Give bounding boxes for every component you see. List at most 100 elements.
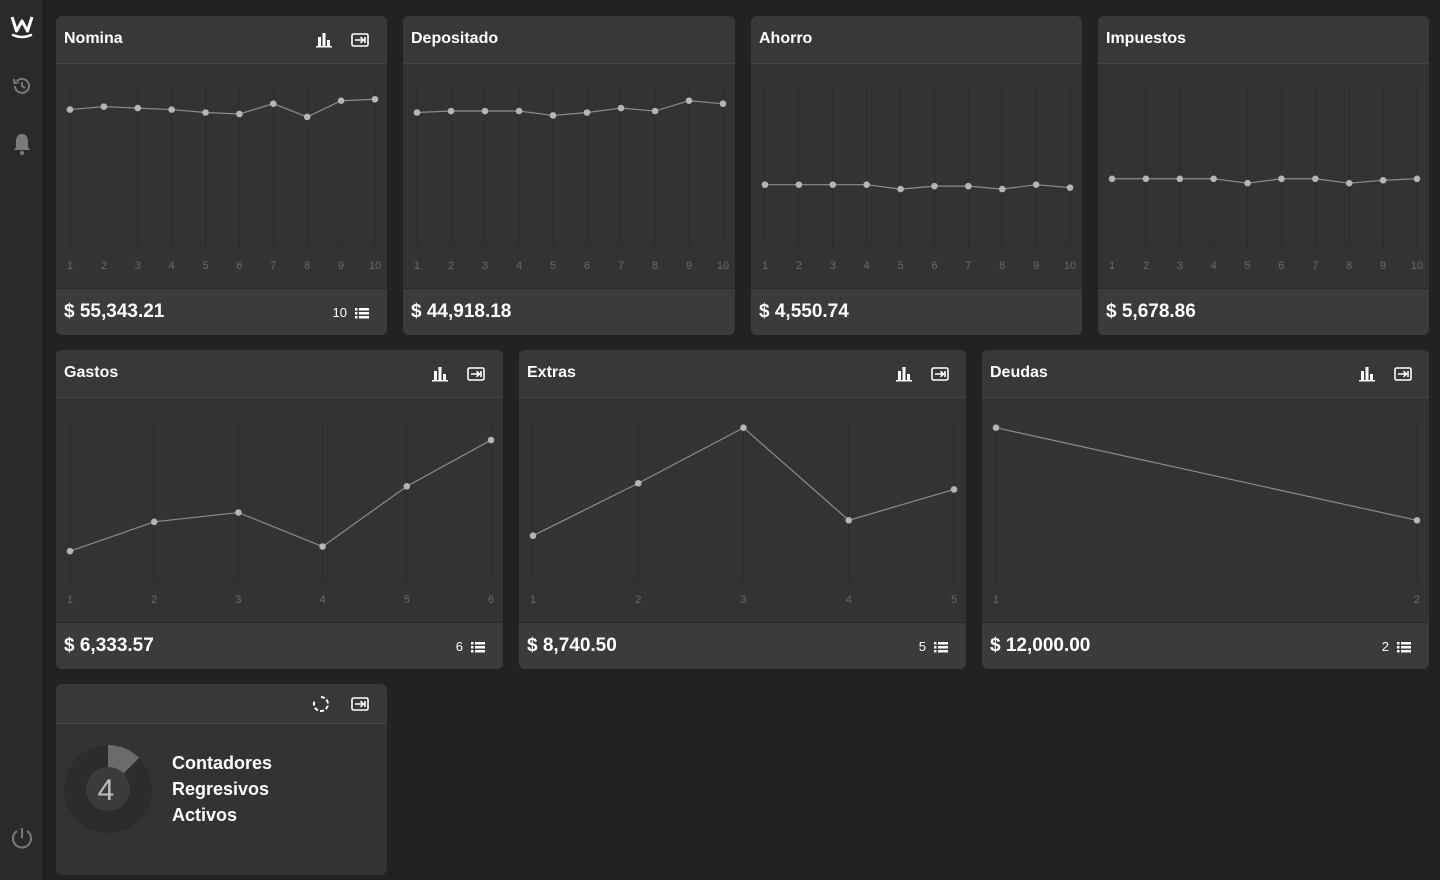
line-chart: 1 2 3 4 5 6 7 8 9 10	[751, 64, 1082, 288]
data-point	[992, 424, 1000, 432]
power-icon[interactable]	[0, 825, 44, 851]
data-point	[150, 518, 158, 526]
card-header: Impuestos	[1098, 16, 1429, 64]
data-point	[1244, 179, 1251, 187]
amount-value: $ 12,000.00	[990, 635, 1091, 656]
card-title: Ahorro	[759, 30, 813, 47]
card-nomina: Nomina 1 2 3 4 5 6 7 8 9 10 $ 55,343.21 10	[56, 16, 387, 335]
export-icon[interactable]	[930, 364, 950, 384]
data-point	[236, 110, 243, 118]
line-chart: 1 2 3 4 5 6 7 8 9 10	[1098, 64, 1429, 288]
data-point	[1210, 175, 1217, 183]
data-point	[719, 100, 727, 107]
x-tick-label: 8	[652, 260, 658, 272]
card-footer: $ 6,333.57 6	[56, 622, 503, 669]
bar-chart-icon[interactable]	[894, 364, 914, 384]
record-count[interactable]: 5	[919, 639, 948, 654]
data-point	[965, 182, 972, 190]
data-point	[1176, 175, 1184, 183]
data-point	[651, 107, 659, 115]
amount-value: $ 55,343.21	[64, 301, 165, 322]
record-count[interactable]: 10	[333, 305, 369, 320]
x-tick-label: 10	[1064, 260, 1076, 272]
card-title: Impuestos	[1106, 30, 1187, 47]
x-tick-label: 1	[67, 260, 73, 272]
w-logo-icon[interactable]	[0, 12, 44, 42]
card-footer: $ 4,550.74	[751, 288, 1082, 335]
data-point	[1278, 175, 1285, 183]
data-point	[66, 547, 74, 555]
bell-icon[interactable]	[0, 132, 44, 156]
amount-value: $ 44,918.18	[411, 301, 512, 322]
x-tick-label: 5	[897, 260, 903, 272]
card-footer: $ 55,343.21 10	[56, 288, 387, 335]
data-point	[617, 104, 625, 112]
x-tick-label: 6	[931, 260, 937, 272]
x-tick-label: 3	[830, 260, 836, 272]
x-tick-label: 10	[1411, 260, 1423, 272]
count-value: 6	[455, 639, 463, 654]
data-point	[1108, 175, 1116, 183]
card-header: Ahorro	[751, 16, 1082, 64]
export-icon[interactable]	[350, 30, 370, 50]
card-header: Gastos	[56, 350, 503, 398]
data-point	[583, 109, 591, 116]
record-count[interactable]: 6	[456, 639, 485, 654]
data-point	[487, 436, 495, 444]
data-point	[1413, 175, 1421, 183]
data-point	[1312, 175, 1319, 183]
data-point	[795, 181, 803, 188]
card-depositado: Depositado 1 2 3 4 5 6 7 8 9 10 $ 44,918.18	[403, 16, 735, 335]
x-tick-label: 7	[1312, 260, 1318, 272]
x-tick-label: 8	[304, 260, 310, 272]
x-tick-label: 1	[762, 260, 768, 272]
refresh-icon[interactable]	[311, 694, 331, 714]
card-countdowns: 4 Contadores Regresivos Activos	[56, 684, 387, 875]
list-icon	[471, 641, 485, 652]
amount-value: $ 5,678.86	[1106, 301, 1196, 322]
data-point	[66, 106, 74, 113]
card-impuestos: Impuestos 1 2 3 4 5 6 7 8 9 10 $ 5,678.86	[1098, 16, 1429, 335]
x-tick-label: 4	[169, 260, 175, 272]
x-tick-label: 2	[635, 594, 641, 606]
x-tick-label: 1	[67, 594, 73, 606]
data-point	[998, 185, 1006, 193]
export-icon[interactable]	[1393, 364, 1413, 384]
list-icon	[355, 307, 369, 318]
data-point	[303, 113, 311, 121]
card-title: Extras	[527, 364, 576, 381]
data-point	[319, 543, 326, 550]
card-title: Depositado	[411, 30, 499, 47]
bar-chart-icon[interactable]	[430, 364, 450, 384]
export-icon[interactable]	[466, 364, 486, 384]
x-tick-label: 9	[1380, 260, 1386, 272]
bar-chart-icon[interactable]	[314, 30, 334, 50]
x-tick-label: 5	[550, 260, 556, 272]
x-tick-label: 7	[270, 260, 276, 272]
series-line	[69, 439, 492, 552]
x-tick-label: 2	[151, 594, 157, 606]
x-tick-label: 4	[516, 260, 522, 272]
list-icon	[1397, 641, 1411, 652]
amount-value: $ 8,740.50	[527, 635, 617, 656]
amount-value: $ 6,333.57	[64, 635, 154, 656]
record-count[interactable]: 2	[1382, 639, 1411, 654]
card-footer: $ 44,918.18	[403, 288, 735, 335]
countdown-label-line: Activos	[172, 805, 238, 825]
data-point	[931, 182, 938, 190]
sidebar	[0, 0, 44, 880]
x-tick-label: 6	[488, 594, 494, 606]
data-point	[270, 100, 277, 107]
x-tick-label: 6	[584, 260, 590, 272]
data-point	[337, 97, 345, 105]
data-point	[1066, 184, 1074, 191]
bar-chart-icon[interactable]	[1357, 364, 1377, 384]
data-point	[761, 181, 769, 188]
history-icon[interactable]	[0, 74, 44, 98]
x-tick-label: 6	[236, 260, 242, 272]
list-icon	[934, 641, 948, 652]
export-icon[interactable]	[350, 694, 370, 714]
card-header: Depositado	[403, 16, 735, 64]
amount-value: $ 4,550.74	[759, 301, 849, 322]
